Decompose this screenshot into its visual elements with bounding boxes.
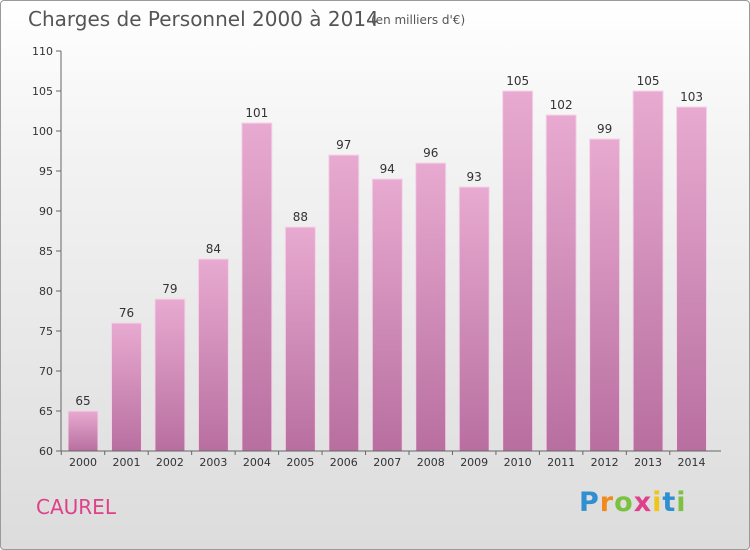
unit-label: (en milliers d'€) [371, 13, 466, 27]
bar-2004 [241, 122, 273, 452]
y-tick-90: 90 [39, 205, 53, 218]
x-tick-2006: 2006 [330, 456, 358, 469]
bar-2010 [502, 90, 534, 452]
value-label-2005: 88 [293, 210, 308, 224]
y-tick-60: 60 [39, 445, 53, 458]
x-tick-2011: 2011 [547, 456, 575, 469]
logo-letter: o [614, 487, 634, 518]
value-label-2006: 97 [336, 138, 351, 152]
bar-2014 [676, 106, 708, 452]
y-tick-80: 80 [39, 285, 53, 298]
y-tick-75: 75 [39, 325, 53, 338]
value-label-2011: 102 [550, 98, 573, 112]
x-tick-2012: 2012 [591, 456, 619, 469]
bar-2006 [328, 154, 360, 452]
x-tick-2008: 2008 [417, 456, 445, 469]
bar-2000 [67, 410, 99, 452]
x-tick-2000: 2000 [69, 456, 97, 469]
y-tick-70: 70 [39, 365, 53, 378]
value-label-2008: 96 [423, 146, 438, 160]
value-label-2002: 79 [162, 282, 177, 296]
chart-title: Charges de Personnel 2000 à 2014 [28, 7, 379, 31]
bar-2003 [197, 258, 229, 452]
commune-name: CAUREL [36, 495, 116, 519]
bar-2005 [284, 226, 316, 452]
x-tick-2013: 2013 [634, 456, 662, 469]
bar-2013 [632, 90, 664, 452]
x-tick-2003: 2003 [199, 456, 227, 469]
x-tick-2002: 2002 [156, 456, 184, 469]
x-tick-2010: 2010 [504, 456, 532, 469]
value-label-2001: 76 [119, 306, 134, 320]
bar-2001 [110, 322, 142, 452]
y-tick-65: 65 [39, 405, 53, 418]
bar-2009 [458, 186, 490, 452]
logo-letter: P [579, 487, 600, 518]
bar-2007 [371, 178, 403, 452]
y-tick-85: 85 [39, 245, 53, 258]
y-tick-100: 100 [32, 125, 53, 138]
logo-letter: i [652, 487, 663, 518]
proxiti-logo[interactable]: Proxiti [579, 487, 687, 518]
y-tick-110: 110 [32, 45, 53, 58]
y-tick-95: 95 [39, 165, 53, 178]
x-tick-2005: 2005 [286, 456, 314, 469]
logo-letter: i [676, 487, 687, 518]
logo-letter: t [662, 487, 677, 518]
value-label-2003: 84 [206, 242, 221, 256]
value-label-2013: 105 [637, 74, 660, 88]
x-tick-2014: 2014 [678, 456, 706, 469]
logo-letter: r [599, 487, 615, 518]
x-tick-2007: 2007 [373, 456, 401, 469]
bar-2002 [154, 298, 186, 452]
bar-2011 [545, 114, 577, 452]
x-tick-2004: 2004 [243, 456, 271, 469]
value-label-2007: 94 [380, 162, 395, 176]
value-label-2014: 103 [680, 90, 703, 104]
logo-letter: x [633, 487, 653, 518]
x-tick-2009: 2009 [460, 456, 488, 469]
value-label-2012: 99 [597, 122, 612, 136]
value-label-2004: 101 [245, 106, 268, 120]
bar-2008 [415, 162, 447, 452]
x-tick-2001: 2001 [112, 456, 140, 469]
y-tick-105: 105 [32, 85, 53, 98]
value-label-2009: 93 [467, 170, 482, 184]
value-label-2010: 105 [506, 74, 529, 88]
value-label-2000: 65 [75, 394, 90, 408]
bar-2012 [589, 138, 621, 452]
